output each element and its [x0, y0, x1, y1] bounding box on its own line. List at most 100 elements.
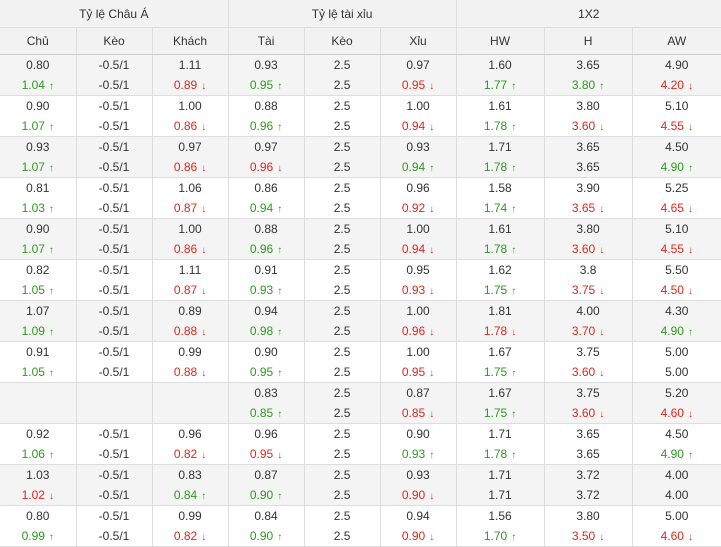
live-odds: 4.55 ↓ [633, 239, 721, 259]
arrow-down-icon: ↓ [599, 327, 605, 338]
cell-under: 0.95 0.93 ↓ [380, 259, 457, 301]
odds-row: 0.90 1.07 ↑ -0.5/1 -0.5/1 1.00 0.86 ↓ 0.88 0.96 ↑ 2… [0, 95, 721, 137]
odds-value: 0.90 [26, 222, 50, 236]
cell-away: 0.99 0.88 ↓ [152, 341, 229, 383]
opening-odds: 5.10 [633, 219, 721, 239]
opening-odds: 1.00 [381, 219, 456, 239]
odds-value: 0.92 [401, 201, 426, 215]
cell-away: 1.00 0.86 ↓ [152, 218, 229, 260]
opening-odds: 0.82 [0, 260, 75, 280]
odds-value: 1.06 [21, 447, 45, 461]
opening-odds: -0.5/1 [77, 260, 152, 280]
odds-value: 1.78 [483, 447, 508, 461]
live-odds: 3.65 [545, 157, 632, 177]
live-odds: 0.93 ↓ [381, 280, 456, 300]
odds-value: 0.94 [401, 242, 426, 256]
opening-odds: 3.8 [545, 260, 632, 280]
table-header: Tỷ lệ Châu Á Tỷ lệ tài xỉu 1X2 Chủ Kèo K… [0, 0, 721, 55]
live-odds: 2.5 [305, 321, 380, 341]
opening-odds: -0.5/1 [77, 55, 152, 75]
arrow-up-icon: ↑ [277, 327, 283, 338]
cell-draw: 3.90 3.65 ↓ [544, 177, 633, 219]
arrow-down-icon: ↓ [429, 81, 435, 92]
live-odds: 1.75 ↑ [457, 403, 544, 423]
cell-under: 0.93 0.94 ↑ [380, 136, 457, 178]
odds-value: 2.5 [333, 488, 351, 502]
cell-over: 0.84 0.90 ↑ [228, 505, 305, 547]
odds-value: 0.94 [249, 201, 274, 215]
live-odds: 1.05 ↑ [0, 362, 75, 382]
arrow-down-icon: ↓ [201, 122, 207, 133]
odds-value: 0.87 [406, 386, 430, 400]
arrow-down-icon: ↓ [599, 409, 605, 420]
odds-value: 0.87 [254, 468, 278, 482]
opening-odds: 0.93 [381, 465, 456, 485]
arrow-up-icon: ↑ [48, 368, 54, 379]
odds-value: -0.5/1 [98, 365, 130, 379]
arrow-down-icon: ↓ [687, 122, 693, 133]
odds-value: 0.94 [254, 304, 278, 318]
arrow-down-icon: ↓ [201, 163, 207, 174]
odds-value: -0.5/1 [98, 78, 130, 92]
odds-value: 2.5 [333, 386, 351, 400]
odds-value: 0.88 [173, 365, 198, 379]
cell-total-line: 2.5 2.5 [304, 54, 381, 96]
opening-odds: 5.00 [633, 342, 721, 362]
odds-value: 1.07 [21, 119, 45, 133]
arrow-up-icon: ↑ [277, 286, 283, 297]
odds-value: 0.99 [21, 529, 45, 543]
live-odds: 1.07 ↑ [0, 116, 75, 136]
odds-value: 0.97 [254, 140, 278, 154]
opening-odds: 0.80 [0, 506, 75, 526]
arrow-up-icon: ↑ [511, 163, 517, 174]
odds-row: 0.90 1.07 ↑ -0.5/1 -0.5/1 1.00 0.86 ↓ 0.88 0.96 ↑ 2… [0, 218, 721, 260]
odds-value: 0.88 [254, 99, 278, 113]
opening-odds: 3.72 [545, 465, 632, 485]
cell-home [0, 382, 77, 424]
odds-value: 2.5 [333, 304, 351, 318]
odds-value: 1.06 [178, 181, 202, 195]
cell-home-win: 1.60 1.77 ↑ [456, 54, 545, 96]
arrow-down-icon: ↓ [687, 286, 693, 297]
live-odds: 1.03 ↑ [0, 198, 75, 218]
arrow-up-icon: ↑ [48, 81, 54, 92]
header-over-under: Tỷ lệ tài xỉu [228, 0, 457, 28]
arrow-down-icon: ↓ [599, 368, 605, 379]
odds-value: 3.72 [576, 488, 600, 502]
live-odds: 4.20 ↓ [633, 75, 721, 95]
odds-value: 2.5 [333, 201, 351, 215]
opening-odds: 0.90 [0, 219, 75, 239]
odds-value: 2.5 [333, 345, 351, 359]
opening-odds: 0.94 [381, 506, 456, 526]
odds-value: 0.95 [401, 78, 426, 92]
odds-value: 1.75 [483, 365, 508, 379]
cell-under: 1.00 0.95 ↓ [380, 341, 457, 383]
live-odds: 0.86 ↓ [153, 239, 228, 259]
live-odds: 4.65 ↓ [633, 198, 721, 218]
cell-total-line: 2.5 2.5 [304, 382, 381, 424]
opening-odds: 0.90 [229, 342, 304, 362]
odds-value: 3.65 [571, 201, 596, 215]
live-odds: 3.60 ↓ [545, 403, 632, 423]
live-odds: 3.72 [545, 485, 632, 505]
odds-value: 0.90 [401, 488, 426, 502]
odds-value: 0.95 [249, 365, 274, 379]
odds-value: 5.10 [665, 99, 689, 113]
cell-under: 1.00 0.96 ↓ [380, 300, 457, 342]
cell-away [152, 382, 229, 424]
odds-value: 0.95 [249, 447, 274, 461]
arrow-up-icon: ↑ [277, 245, 283, 256]
arrow-up-icon: ↑ [511, 204, 517, 215]
opening-odds: 2.5 [305, 424, 380, 444]
cell-home: 0.90 1.07 ↑ [0, 95, 77, 137]
odds-value: 1.62 [488, 263, 512, 277]
odds-value: 3.80 [576, 222, 600, 236]
cell-away: 0.97 0.86 ↓ [152, 136, 229, 178]
opening-odds: 2.5 [305, 465, 380, 485]
table-body: 0.80 1.04 ↑ -0.5/1 -0.5/1 1.11 0.89 ↓ 0.93 0.95 ↑ 2… [0, 54, 721, 547]
odds-value: 3.65 [576, 160, 600, 174]
opening-odds: 3.90 [545, 178, 632, 198]
opening-odds: 3.80 [545, 506, 632, 526]
live-odds: 0.94 ↓ [381, 116, 456, 136]
